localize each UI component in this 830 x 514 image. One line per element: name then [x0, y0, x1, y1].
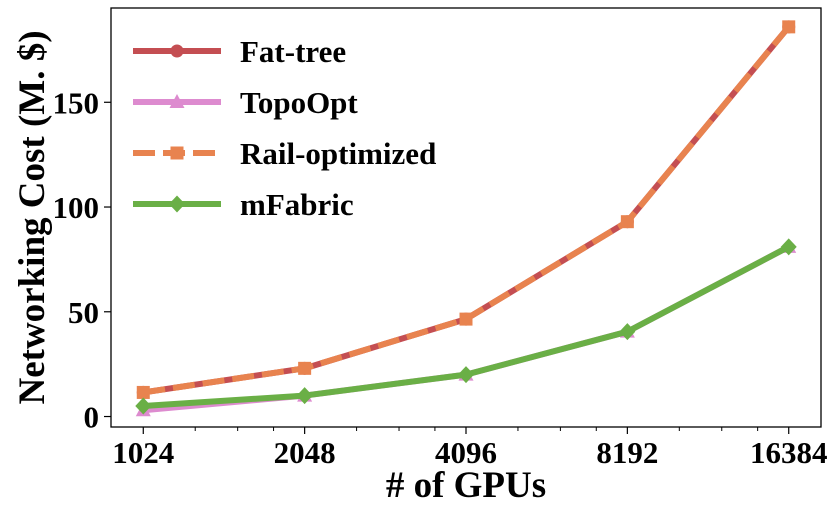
data-point-rail-optimized	[620, 215, 634, 229]
x-tick-label: 2048	[274, 435, 336, 470]
y-tick-label: 150	[53, 85, 100, 120]
x-axis-label: # of GPUs	[386, 465, 546, 506]
legend-label-rail-optimized: Rail-optimized	[240, 136, 436, 171]
series-fat-tree	[136, 20, 796, 399]
data-point-mfabric	[458, 366, 474, 384]
legend-label-fat-tree: Fat-tree	[240, 34, 346, 69]
legend-item-fat-tree: Fat-tree	[133, 34, 346, 69]
plot-area	[135, 20, 797, 417]
data-point-mfabric	[296, 387, 313, 405]
legend-marker-topoopt	[169, 94, 185, 108]
x-tick-label: 8192	[596, 435, 658, 470]
data-point-mfabric	[619, 323, 636, 341]
y-tick-label: 0	[84, 400, 100, 435]
axes-frame	[110, 7, 822, 428]
series-rail-optimized	[136, 20, 796, 399]
legend-marker-rail-optimized	[170, 146, 184, 160]
series-topoopt	[135, 238, 797, 417]
axis-ticks: 1024 2048 4096 8192 16384 0 50 100 150	[53, 85, 828, 470]
legend: Fat-tree TopoOpt Rail-optimized mFabric	[133, 34, 436, 222]
legend-item-topoopt: TopoOpt	[133, 85, 358, 120]
data-point-rail-optimized	[136, 385, 150, 399]
data-point-rail-optimized	[298, 361, 312, 375]
legend-item-rail-optimized: Rail-optimized	[133, 136, 436, 171]
legend-label-topoopt: TopoOpt	[240, 85, 358, 120]
data-point-rail-optimized	[459, 312, 473, 326]
series-mfabric	[135, 238, 797, 415]
x-tick-label: 4096	[435, 435, 497, 470]
legend-marker-fat-tree	[170, 44, 184, 58]
y-tick-label: 100	[53, 190, 100, 225]
data-point-mfabric	[135, 397, 152, 415]
x-tick-label: 1024	[112, 435, 174, 470]
data-point-rail-optimized	[782, 20, 796, 34]
legend-label-mfabric: mFabric	[240, 187, 354, 222]
y-tick-label: 50	[68, 295, 99, 330]
x-tick-label: 16384	[750, 435, 828, 470]
legend-marker-mfabric	[169, 195, 185, 213]
legend-item-mfabric: mFabric	[133, 187, 354, 222]
data-point-mfabric	[780, 238, 797, 256]
y-axis-label: Networking Cost (M. $)	[12, 30, 53, 404]
series-line-topoopt	[143, 244, 791, 414]
